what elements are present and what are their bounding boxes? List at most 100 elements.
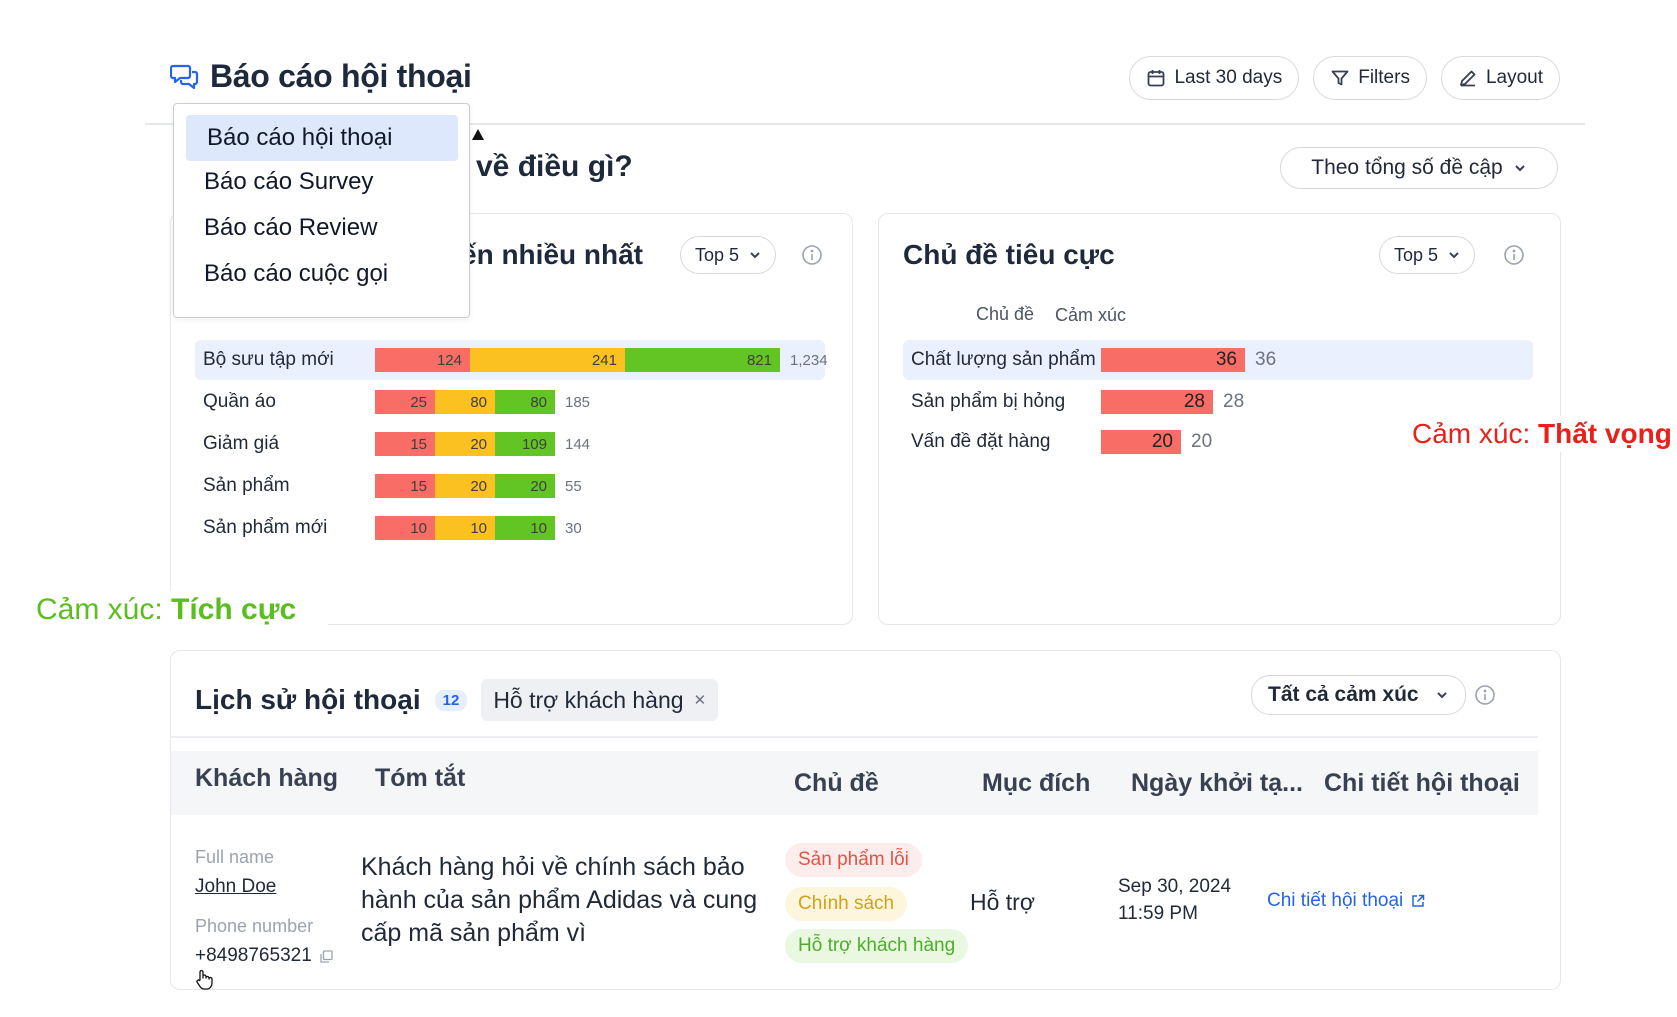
topic-bar-row[interactable]: Bộ sưu tập mới 124 241 821 1,234 [195,340,828,380]
bar-segment-neutral[interactable]: 241 [470,348,625,372]
chevron-down-icon [750,252,760,259]
bar-segment-negative[interactable]: 25 [375,390,435,414]
th-customer[interactable]: Khách hàng [195,764,339,792]
topic-bar-row[interactable]: Quần áo 25 80 80 185 [195,382,835,422]
menu-item-conversation-report[interactable]: Báo cáo hội thoại [186,115,458,161]
th-purpose[interactable]: Mục đích [982,769,1091,797]
phone-value: +8498765321 [195,945,312,966]
chevron-down-icon [1515,165,1525,172]
top-topics-top-select[interactable]: Top 5 [680,236,777,274]
history-header: Lịch sử hội thoại 12 Hỗ trợ khách hàng ✕ [195,679,719,721]
conversation-history-card: Lịch sử hội thoại 12 Hỗ trợ khách hàng ✕… [170,650,1561,990]
topic-tag[interactable]: Sản phẩm lỗi [785,843,922,877]
history-title: Lịch sử hội thoại [195,684,421,715]
menu-item-call-report[interactable]: Báo cáo cuộc gọi [204,260,389,287]
conversation-detail-link[interactable]: Chi tiết hội thoại [1267,890,1425,912]
info-icon[interactable] [1503,244,1525,266]
info-icon[interactable] [801,244,823,266]
th-detail[interactable]: Chi tiết hội thoại [1324,769,1520,797]
report-type-menu: Báo cáo hội thoại Báo cáo Survey Báo cáo… [173,103,470,318]
chevron-down-icon [1449,252,1459,259]
layout-button[interactable]: Layout [1440,56,1560,100]
page-header: Báo cáo hội thoại [170,58,472,95]
topic-label: Sản phẩm mới [203,517,328,538]
calendar-icon [1148,70,1165,87]
info-icon[interactable] [1474,684,1496,706]
bar-segment-negative[interactable]: 124 [375,348,470,372]
history-divider [171,736,1538,738]
topic-label: Sản phẩm [203,475,290,496]
annotation-prefix: Cảm xúc: [1412,418,1539,449]
bar-segment-positive[interactable]: 20 [495,474,555,498]
topic-label: Chất lượng sản phẩm [911,349,1096,370]
topic-bar-row[interactable]: Giảm giá 15 20 109 144 [195,424,835,464]
column-header-sentiment: Cảm xúc [1055,305,1127,325]
bar-segment-positive[interactable]: 109 [495,432,555,456]
topic-bar-row[interactable]: Sản phẩm 15 20 20 55 [195,466,835,506]
topic-label: Giảm giá [203,433,280,454]
header-divider [145,123,1585,125]
topic-label: Bộ sưu tập mới [203,349,334,370]
page-title[interactable]: Báo cáo hội thoại [210,58,472,94]
top-select-value: Top 5 [1394,244,1439,265]
th-start-date[interactable]: Ngày khởi tạ... [1131,769,1303,797]
negative-topic-row[interactable]: Vấn đề đặt hàng 20 20 [903,422,1533,462]
annotation-positive-sentiment: Cảm xúc: Tích cực [32,591,328,629]
top-topics-chart: Bộ sưu tập mới 124 241 821 1,234 Quần áo 25 80 8… [195,214,835,626]
menu-item-review-report[interactable]: Báo cáo Review [204,214,378,241]
menu-item-survey-report[interactable]: Báo cáo Survey [204,168,374,195]
bar-total-label: 28 [1223,391,1245,412]
negative-topic-row[interactable]: Sản phẩm bị hỏng 28 28 [903,382,1533,422]
close-icon[interactable]: ✕ [693,692,707,709]
filter-chip[interactable]: Hỗ trợ khách hàng ✕ [481,679,719,721]
bar-segment-neutral[interactable]: 20 [435,474,495,498]
date-range-button[interactable]: Last 30 days [1129,56,1300,100]
bar-segment-negative[interactable]: 20 [1101,430,1181,454]
sort-select[interactable]: Theo tổng số đề cập [1280,147,1558,189]
bar-segment-negative[interactable]: 10 [375,516,435,540]
detail-link-label: Chi tiết hội thoại [1267,890,1404,911]
hand-cursor-icon [196,969,213,990]
conversation-summary: Khách hàng hỏi về chính sách bảo hành củ… [361,853,758,947]
bar-segment-positive[interactable]: 821 [625,348,780,372]
bar-segment-negative[interactable]: 28 [1101,390,1213,414]
negative-topic-row[interactable]: Chất lượng sản phẩm 36 36 [903,340,1533,380]
filter-chip-label: Hỗ trợ khách hàng [493,686,684,713]
bar-segment-positive[interactable]: 80 [495,390,555,414]
negative-topics-top-select[interactable]: Top 5 [1379,236,1476,274]
th-summary[interactable]: Tóm tắt [375,764,466,792]
sentiment-select[interactable]: Tất cả cảm xúc [1251,675,1466,715]
topic-tag[interactable]: Chính sách [785,887,908,921]
negative-topics-chart: Chất lượng sản phẩm 36 36 Sản phẩm bị hỏng 2… [903,214,1543,626]
bar-segment-neutral[interactable]: 20 [435,432,495,456]
th-topic[interactable]: Chủ đề [794,769,879,797]
bar-total-label: 20 [1191,431,1213,452]
chat-bubbles-icon [170,64,199,89]
bar-segment-neutral[interactable]: 80 [435,390,495,414]
bar-segment-negative[interactable]: 15 [375,474,435,498]
copy-icon[interactable] [320,949,333,963]
bar-segment-positive[interactable]: 10 [495,516,555,540]
date-range-label: Last 30 days [1174,67,1283,88]
annotation-value: Thất vọng [1538,418,1672,449]
topic-tag[interactable]: Hỗ trợ khách hàng [785,929,969,963]
bar-total-label: 55 [565,477,582,495]
bar-segment-neutral[interactable]: 10 [435,516,495,540]
topic-bar-row[interactable]: Sản phẩm mới 10 10 10 30 [195,508,835,548]
filter-icon [1331,70,1349,86]
filters-button[interactable]: Filters [1313,56,1427,100]
mouse-cursor-icon [472,129,484,140]
bar-segment-negative[interactable]: 15 [375,432,435,456]
section-question: về điều gì? [476,150,633,183]
start-date-value: Sep 30, 2024 11:59 PM [1118,873,1231,927]
bar-segment-negative[interactable]: 36 [1101,348,1245,372]
bar-total-label: 144 [565,435,591,453]
top-topics-card: ến nhiều nhất Top 5 Bộ sưu tập mới 124 241… [170,213,853,625]
time-value: 11:59 PM [1118,903,1198,924]
chevron-down-icon [1436,692,1447,699]
annotation-prefix: Cảm xúc: [36,593,172,626]
top-topics-title: ến nhiều nhất [461,239,643,270]
customer-name-link[interactable]: John Doe [195,876,277,897]
topic-label: Vấn đề đặt hàng [911,431,1051,452]
phone-field: +8498765321 [195,945,333,967]
